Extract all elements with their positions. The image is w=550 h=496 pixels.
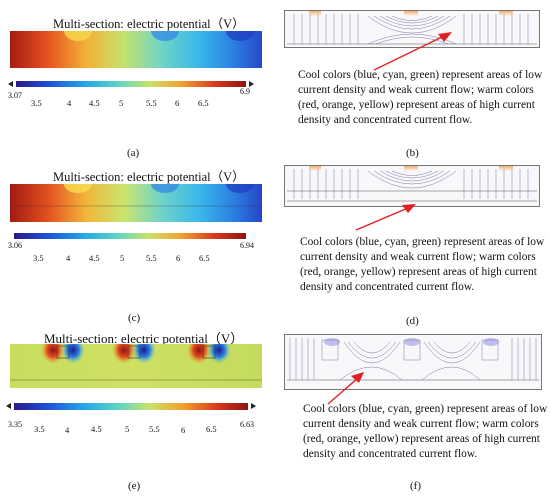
panel-c-tick: 3.5	[33, 253, 44, 263]
panel-c-colorbar	[8, 228, 254, 248]
caption-d: (d)	[406, 315, 419, 327]
panel-c-tick: 6.5	[199, 253, 210, 263]
panel-c-tick: 4.5	[89, 253, 100, 263]
panel-e-tick: 6	[181, 425, 186, 435]
panel-d-note: Cool colors (blue, cyan, green) represen…	[300, 236, 545, 293]
panel-a-tick: 4.5	[89, 98, 100, 108]
panel-e-tick: 4	[65, 425, 70, 435]
panel-a-potential-map	[10, 31, 262, 68]
caption-e: (e)	[128, 480, 141, 492]
panel-e-potential-map	[10, 344, 262, 388]
panel-a-tick: 4	[67, 98, 72, 108]
panel-a-scale-max: 6.9	[240, 87, 250, 96]
panel-e-tick: 5.5	[149, 424, 160, 434]
panel-a-tick: 5	[119, 98, 124, 108]
panel-d-pointer-arrow	[352, 200, 422, 234]
panel-a-tick: 6	[175, 98, 180, 108]
panel-e-tick: 5	[125, 424, 130, 434]
panel-b-current-map	[284, 10, 540, 48]
caption-b: (b)	[406, 147, 419, 159]
panel-c-tick: 4	[66, 253, 71, 263]
panel-a-scale-min: 3.07	[8, 91, 22, 100]
panel-c-tick: 6	[176, 253, 181, 263]
panel-f-pointer-arrow	[324, 368, 368, 408]
panel-c-tick: 5	[120, 253, 125, 263]
panel-e-tick: 4.5	[91, 424, 102, 434]
panel-a-title: Multi-section: electric potential（V）	[53, 17, 245, 31]
panel-a-tick: 5.5	[146, 98, 157, 108]
panel-c-potential-map	[10, 184, 262, 222]
panel-e-scale-min: 3.35	[8, 420, 22, 429]
caption-a: (a)	[127, 147, 140, 159]
panel-e-tick: 6.5	[206, 424, 217, 434]
panel-e-title: Multi-section: electric potential（V）	[44, 331, 244, 346]
panel-a-tick: 3.5	[31, 98, 42, 108]
caption-c: (c)	[128, 312, 141, 324]
panel-e-scale-max: 6.63	[240, 420, 254, 429]
panel-b-pointer-arrow	[368, 26, 458, 76]
panel-d-current-map	[284, 165, 540, 207]
caption-f: (f)	[410, 480, 421, 492]
panel-f-current-map	[284, 334, 542, 390]
panel-a-tick: 6.5	[198, 98, 209, 108]
panel-f-note: Cool colors (blue, cyan, green) represen…	[303, 403, 548, 460]
panel-a-colorbar	[8, 76, 254, 106]
panel-e-tick: 3.5	[34, 424, 45, 434]
panel-c-tick: 5.5	[146, 253, 157, 263]
panel-b-note: Cool colors (blue, cyan, green) represen…	[298, 69, 543, 126]
panel-c-title: Multi-section: electric potential（V）	[53, 170, 245, 184]
panel-c-scale-max: 6.94	[240, 241, 254, 250]
panel-c-scale-min: 3.06	[8, 241, 22, 250]
panel-e-colorbar	[6, 400, 256, 420]
